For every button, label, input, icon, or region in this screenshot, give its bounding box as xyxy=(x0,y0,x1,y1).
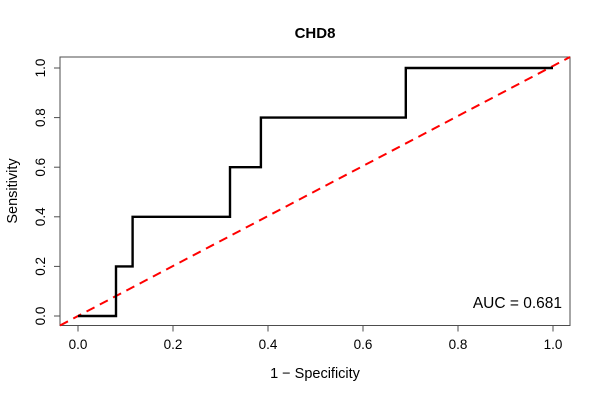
y-tick-label: 0.6 xyxy=(33,158,48,177)
x-axis-tick-labels: 0.0 0.2 0.4 0.6 0.8 1.0 xyxy=(69,337,563,352)
x-tick-label: 0.2 xyxy=(164,337,183,352)
x-tick-label: 1.0 xyxy=(544,337,563,352)
y-tick-label: 0.4 xyxy=(33,207,48,226)
y-tick-label: 0.0 xyxy=(33,307,48,326)
x-tick-label: 0.8 xyxy=(449,337,468,352)
x-tick-label: 0.4 xyxy=(259,337,278,352)
y-tick-label: 1.0 xyxy=(33,59,48,78)
y-tick-label: 0.8 xyxy=(33,108,48,127)
y-axis-title: Sensitivity xyxy=(5,158,21,224)
y-axis-ticks xyxy=(54,67,60,317)
x-tick-label: 0.6 xyxy=(354,337,373,352)
auc-annotation: AUC = 0.681 xyxy=(473,295,562,312)
y-tick-label: 0.2 xyxy=(33,257,48,276)
x-axis-title: 1 − Specificity xyxy=(270,366,361,382)
y-axis-tick-labels: 0.0 0.2 0.4 0.6 0.8 1.0 xyxy=(33,59,48,326)
roc-curve xyxy=(78,66,553,318)
x-tick-label: 0.0 xyxy=(69,337,88,352)
chance-diagonal-line xyxy=(59,56,571,327)
plot-box xyxy=(59,56,571,326)
plot-title: CHD8 xyxy=(295,25,336,42)
x-axis-ticks xyxy=(77,325,554,332)
